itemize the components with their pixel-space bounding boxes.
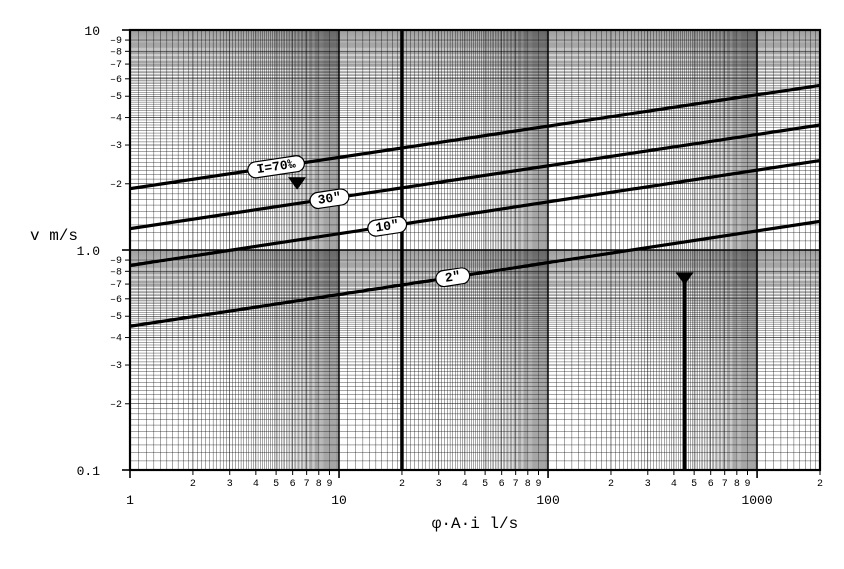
svg-text:–6: –6	[110, 295, 122, 306]
svg-text:7: 7	[513, 479, 519, 490]
svg-text:–4: –4	[110, 114, 122, 125]
x-tick-label: 100	[536, 493, 559, 508]
svg-text:2: 2	[399, 479, 405, 490]
log-log-chart: I=70‰30"10"2"234567892345678923456789211…	[0, 0, 844, 569]
y-axis-label: v m/s	[30, 227, 78, 245]
svg-text:–7: –7	[110, 280, 122, 291]
svg-text:8: 8	[734, 479, 740, 490]
svg-text:–9: –9	[110, 256, 122, 267]
svg-text:6: 6	[290, 479, 296, 490]
svg-text:–9: –9	[110, 36, 122, 47]
svg-text:6: 6	[708, 479, 714, 490]
y-tick-label: 10	[84, 24, 100, 39]
x-axis-label: φ·A·i l/s	[432, 515, 518, 533]
svg-text:5: 5	[691, 479, 697, 490]
svg-text:–8: –8	[110, 47, 122, 58]
svg-text:7: 7	[722, 479, 728, 490]
svg-text:9: 9	[535, 479, 541, 490]
svg-text:–6: –6	[110, 75, 122, 86]
svg-text:–2: –2	[110, 180, 122, 191]
svg-text:–8: –8	[110, 267, 122, 278]
svg-text:9: 9	[326, 479, 332, 490]
svg-text:4: 4	[253, 479, 259, 490]
svg-text:5: 5	[482, 479, 488, 490]
svg-text:2": 2"	[444, 269, 462, 286]
svg-text:–3: –3	[110, 361, 122, 372]
chart-svg: I=70‰30"10"2"234567892345678923456789211…	[0, 0, 844, 569]
svg-text:4: 4	[462, 479, 468, 490]
y-tick-label: 0.1	[77, 464, 101, 479]
svg-text:3: 3	[436, 479, 442, 490]
svg-text:2: 2	[608, 479, 614, 490]
svg-text:–3: –3	[110, 141, 122, 152]
svg-text:3: 3	[645, 479, 651, 490]
svg-text:2: 2	[190, 479, 196, 490]
x-tick-label: 10	[331, 493, 347, 508]
y-tick-label: 1.0	[77, 244, 100, 259]
svg-text:–5: –5	[110, 312, 122, 323]
svg-text:–2: –2	[110, 400, 122, 411]
svg-text:8: 8	[316, 479, 322, 490]
x-tick-label: 1000	[741, 493, 772, 508]
svg-text:4: 4	[671, 479, 677, 490]
svg-text:–7: –7	[110, 60, 122, 71]
svg-text:9: 9	[745, 479, 751, 490]
svg-text:7: 7	[304, 479, 310, 490]
svg-text:2: 2	[817, 479, 823, 490]
x-tick-label: 1	[126, 493, 134, 508]
svg-text:5: 5	[273, 479, 279, 490]
svg-text:6: 6	[499, 479, 505, 490]
svg-text:–5: –5	[110, 92, 122, 103]
svg-text:3: 3	[227, 479, 233, 490]
svg-text:–4: –4	[110, 334, 122, 345]
svg-text:8: 8	[525, 479, 531, 490]
